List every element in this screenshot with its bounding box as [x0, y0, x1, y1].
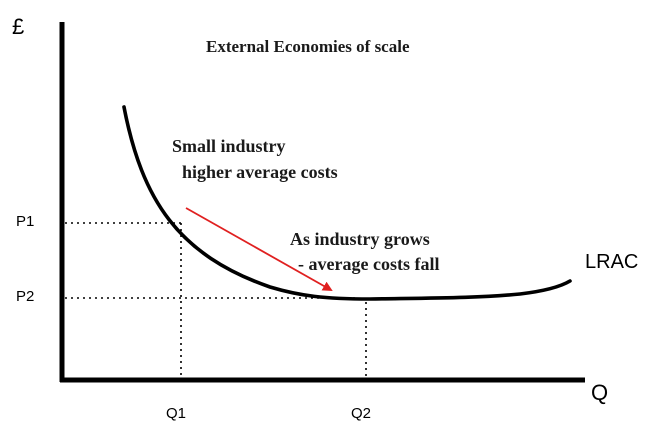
small-industry-text-line2: higher average costs	[182, 162, 338, 182]
p2-label: P2	[16, 288, 34, 305]
industry-grows-text-line1: As industry grows	[290, 229, 430, 249]
cost-falling-arrow	[185, 207, 333, 291]
lrac-curve	[122, 105, 572, 301]
q1-label: Q1	[166, 405, 186, 422]
x-axis-label: Q	[591, 380, 608, 405]
y-axis-label: £	[12, 14, 24, 39]
industry-grows-text-line2: - average costs fall	[298, 254, 439, 274]
small-industry-text-line1: Small industry	[172, 136, 286, 156]
q2-label: Q2	[351, 405, 371, 422]
diagram-title: External Economies of scale	[206, 37, 410, 56]
p1-label: P1	[16, 213, 34, 230]
lrac-label: LRAC	[585, 251, 638, 273]
